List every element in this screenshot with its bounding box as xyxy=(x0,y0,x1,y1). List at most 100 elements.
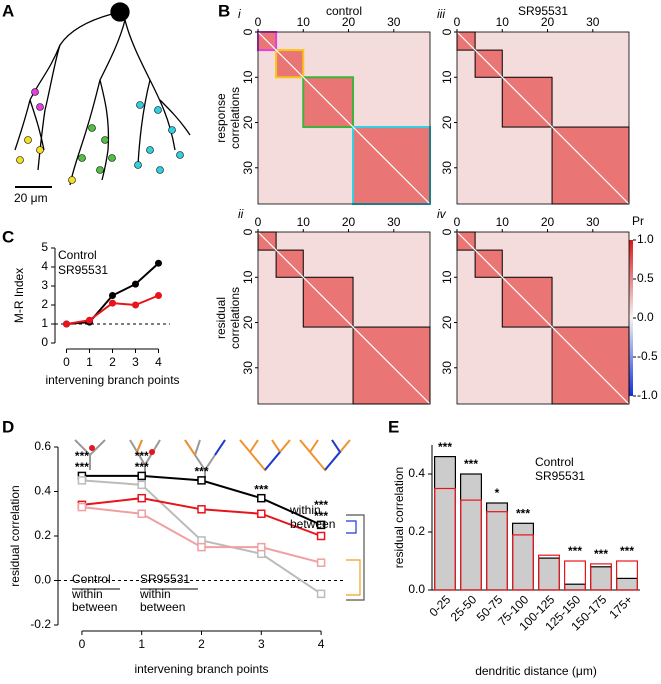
matrix-frame xyxy=(456,31,630,205)
panel-sublabel: iii xyxy=(437,7,445,21)
series-line xyxy=(81,506,322,564)
y-tick-label: 0 xyxy=(440,228,454,235)
point xyxy=(137,493,146,503)
point xyxy=(197,505,206,514)
point xyxy=(132,280,139,288)
point xyxy=(316,520,326,530)
x-axis-title: intervening branch points xyxy=(45,373,179,387)
x-tick-label: 0 xyxy=(454,15,461,29)
significance: *** xyxy=(135,449,149,463)
point xyxy=(155,292,162,299)
key-entry: within xyxy=(289,503,321,517)
y-tick-label: 0.4 xyxy=(34,484,51,498)
matrix-frame xyxy=(257,31,431,205)
bar xyxy=(511,534,534,591)
colorbar-tick-label: -0.5 xyxy=(637,349,658,363)
y-tick-label: 0.4 xyxy=(408,466,425,480)
x-tick-label: 1 xyxy=(86,355,93,369)
y-tick-label: 30 xyxy=(241,161,255,175)
matrix-frame xyxy=(456,231,630,405)
row-title: correlations xyxy=(228,287,242,349)
y-tick-label: 20 xyxy=(440,116,454,130)
colorbar-tick-label: 1.0 xyxy=(637,232,654,246)
x-tick-label: 4 xyxy=(318,637,325,651)
x-tick-label: 30 xyxy=(586,215,600,229)
x-tick-label: 20 xyxy=(342,15,356,29)
significance: *** xyxy=(516,506,530,520)
bar xyxy=(563,560,586,591)
branch-icons xyxy=(74,439,351,478)
x-tick-label: 30 xyxy=(586,15,600,29)
bar xyxy=(434,456,457,591)
brackets xyxy=(346,514,365,601)
panel-label: C xyxy=(2,227,14,246)
bar xyxy=(537,554,560,591)
x-tick-label: 0 xyxy=(63,355,70,369)
significance: *** xyxy=(75,449,89,463)
y-tick-label: 0.0 xyxy=(34,573,51,587)
y-tick-label: 10 xyxy=(241,70,255,84)
x-tick-label: 10 xyxy=(297,215,311,229)
x-tick-label: 20 xyxy=(541,15,555,29)
bar xyxy=(434,487,457,591)
legend-entry: Control xyxy=(535,455,574,469)
point xyxy=(77,476,87,485)
y-tick-label: 30 xyxy=(440,161,454,175)
legend-entry: within xyxy=(139,587,171,601)
point xyxy=(137,471,146,481)
legend-entry: Control xyxy=(58,248,97,262)
diagonal xyxy=(257,231,431,405)
y-tick-label: 5 xyxy=(41,240,48,254)
bar xyxy=(589,563,612,591)
colorbar-tick-label: 0.5 xyxy=(637,271,654,285)
panel-sublabel: i xyxy=(238,7,241,21)
x-tick-label: 1 xyxy=(138,637,145,651)
y-tick-label: 10 xyxy=(241,270,255,284)
y-tick-label: 3 xyxy=(41,278,48,292)
x-tick-label: 0 xyxy=(255,15,262,29)
point xyxy=(109,299,116,307)
y-tick-label: 10 xyxy=(440,70,454,84)
neuron-sites xyxy=(16,88,184,184)
x-tick-label: 10 xyxy=(496,215,510,229)
bar xyxy=(615,577,638,591)
point xyxy=(316,589,326,599)
x-tick-label: 0 xyxy=(454,215,461,229)
x-tick-label: 10 xyxy=(297,15,311,29)
bar xyxy=(615,560,638,591)
key-entry: between xyxy=(290,517,335,531)
series-line xyxy=(81,497,322,537)
y-tick-label: -0.2 xyxy=(30,617,51,631)
y-axis-title: residual correlation xyxy=(8,485,22,586)
legend-entry: SR95531 xyxy=(58,263,108,277)
point xyxy=(77,502,87,512)
x-tick-label: 2 xyxy=(198,637,205,651)
point xyxy=(316,558,326,567)
y-tick-label: 20 xyxy=(241,316,255,330)
point xyxy=(197,476,206,485)
diagonal xyxy=(456,31,630,205)
x-tick-label: 3 xyxy=(132,355,139,369)
legend-entry: within xyxy=(71,587,103,601)
significance: *** xyxy=(194,465,208,479)
significance: *** xyxy=(314,509,328,523)
row-title: correlations xyxy=(228,87,242,149)
point xyxy=(132,301,139,309)
diagonal xyxy=(456,231,630,405)
y-tick-label: 0.2 xyxy=(34,528,51,542)
y-tick-label: 0.0 xyxy=(408,582,425,596)
significance: *** xyxy=(464,457,478,471)
x-tick-label: 2 xyxy=(109,355,116,369)
matrix-frame xyxy=(257,231,431,405)
bar xyxy=(460,473,483,591)
y-tick-label: 0 xyxy=(241,228,255,235)
x-tick-label: 20 xyxy=(342,215,356,229)
x-tick-label: 30 xyxy=(387,15,401,29)
neuron-drawing xyxy=(14,2,191,186)
y-tick-label: 30 xyxy=(241,361,255,375)
y-tick-label: 0 xyxy=(41,335,48,349)
x-tick-label: 20 xyxy=(541,215,555,229)
panel-label: A xyxy=(2,1,14,20)
y-tick-label: 0 xyxy=(241,28,255,35)
